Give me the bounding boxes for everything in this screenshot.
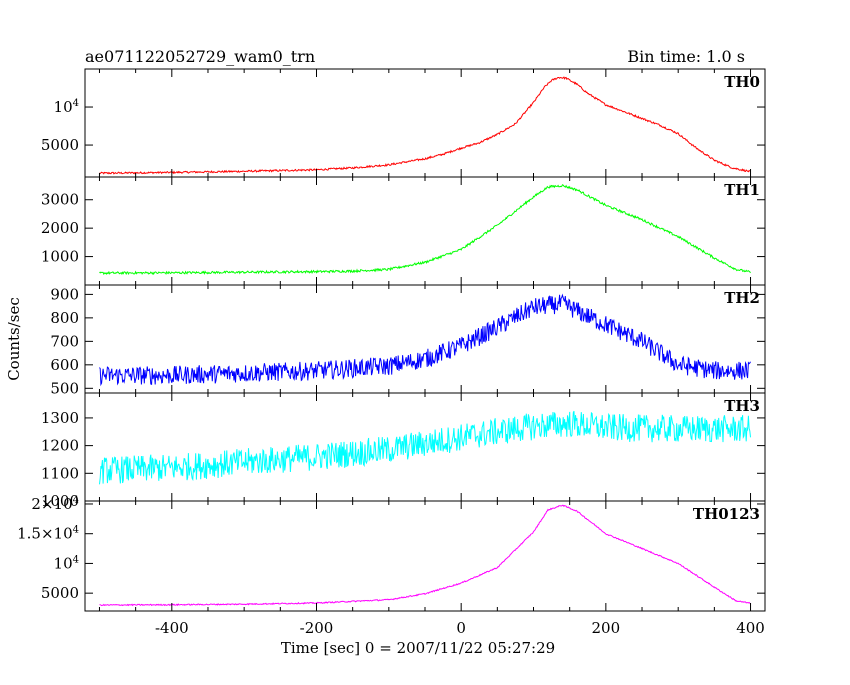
panels-group: TH05000104TH1100020003000TH2500600700800… bbox=[17, 68, 766, 637]
y-tick-label: 1300 bbox=[41, 409, 79, 427]
y-tick-label: 800 bbox=[50, 309, 79, 327]
series-line-th1 bbox=[99, 184, 751, 276]
series-line-th3 bbox=[99, 410, 751, 485]
x-tick-label: -400 bbox=[155, 619, 189, 637]
series-name-th3: TH3 bbox=[724, 397, 760, 415]
chart-title-left: ae071122052729_wam0_trn bbox=[85, 47, 315, 66]
y-tick-label: 5000 bbox=[41, 136, 79, 154]
series-name-th1: TH1 bbox=[724, 181, 760, 199]
x-tick-label: -200 bbox=[300, 619, 334, 637]
y-axis-label: Counts/sec bbox=[5, 297, 23, 381]
panel-frame bbox=[84, 68, 766, 178]
x-tick-label: 200 bbox=[592, 619, 621, 637]
series-line-th2 bbox=[99, 293, 751, 387]
y-tick-label: 500 bbox=[50, 379, 79, 397]
panel-th0123: TH0123 5000 104 1.5×104 2×104 -400 -200 0 200 400 bbox=[17, 495, 766, 637]
series-name-th0: TH0 bbox=[724, 73, 760, 91]
y-tick-label: 900 bbox=[50, 285, 79, 303]
series-name-th2: TH2 bbox=[724, 289, 760, 307]
y-tick-label: 1000 bbox=[41, 492, 79, 510]
series-name-th0123: TH0123 bbox=[693, 505, 760, 523]
panel-frame bbox=[84, 176, 766, 286]
series-line-th0123 bbox=[99, 504, 751, 607]
y-tick-label: 1100 bbox=[41, 464, 79, 482]
y-tick-label: 600 bbox=[50, 356, 79, 374]
x-axis-label: Time [sec] 0 = 2007/11/22 05:27:29 bbox=[281, 639, 555, 657]
y-tick-label: 3000 bbox=[41, 191, 79, 209]
x-tick-label: 0 bbox=[456, 619, 466, 637]
y-tick-label: 1.5×104 bbox=[17, 525, 79, 543]
panel-th2: TH2 500 600 700 800 900 bbox=[50, 284, 766, 397]
y-tick-label: 2000 bbox=[41, 219, 79, 237]
panel-th3: TH3 1000 1100 1200 1300 bbox=[41, 392, 766, 510]
series-line-th0 bbox=[99, 76, 751, 175]
panel-th0: TH0 5000 104 bbox=[41, 68, 766, 178]
panel-th1: TH1 1000 2000 3000 bbox=[41, 176, 766, 286]
x-tick-label: 400 bbox=[736, 619, 765, 637]
y-tick-label: 104 bbox=[54, 554, 79, 572]
chart-title-right: Bin time: 1.0 s bbox=[627, 47, 745, 66]
y-tick-label: 1200 bbox=[41, 437, 79, 455]
y-tick-label: 104 bbox=[54, 98, 79, 116]
y-tick-label: 2×104 bbox=[31, 495, 79, 513]
y-tick-label: 700 bbox=[50, 332, 79, 350]
y-tick-label: 5000 bbox=[41, 584, 79, 602]
y-tick-label: 1000 bbox=[41, 248, 79, 266]
